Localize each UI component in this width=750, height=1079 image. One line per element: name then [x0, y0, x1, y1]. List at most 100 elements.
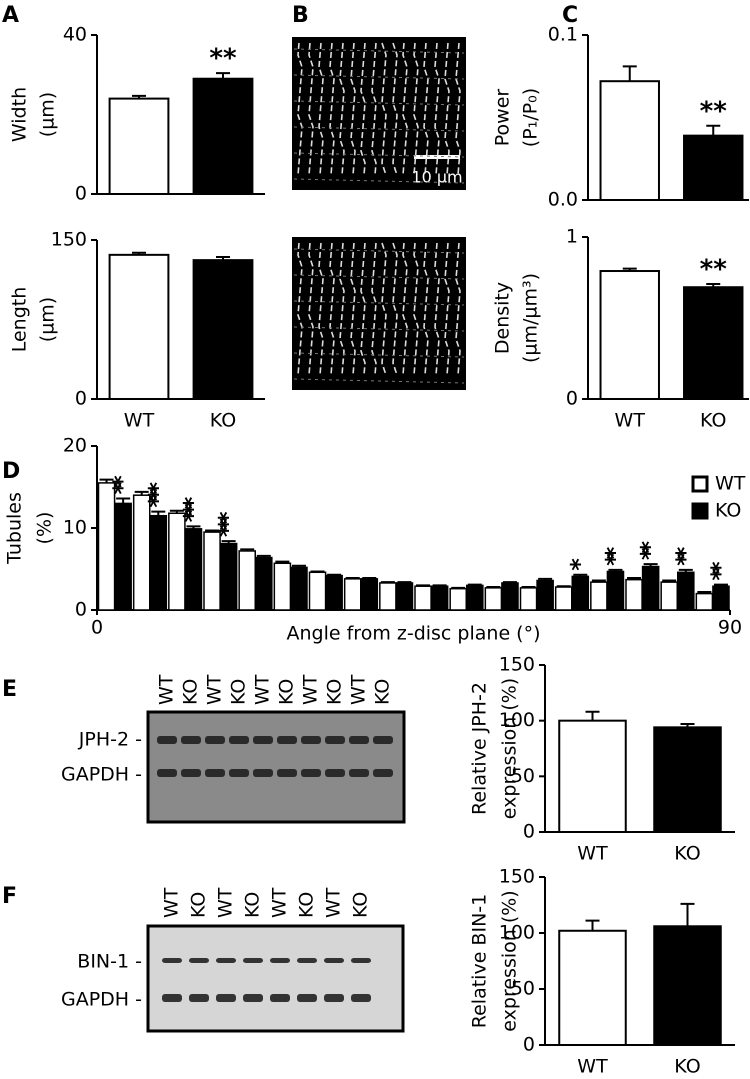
x-tick-label: KO [210, 410, 236, 432]
lane-label: KO [296, 892, 318, 918]
y-tick-label: 150 [51, 229, 87, 251]
bar [192, 259, 254, 401]
texture [392, 242, 398, 376]
significance: ** [700, 254, 728, 284]
y-axis-label: Length [9, 287, 31, 353]
texture [350, 42, 356, 176]
error-bar [345, 577, 360, 580]
significance: ** [636, 541, 664, 561]
bar [379, 582, 397, 611]
bar [606, 570, 625, 611]
band [181, 769, 201, 777]
bar [683, 286, 744, 400]
significance: ** [706, 561, 734, 581]
y-axis-label: Relative BIN-1 [469, 894, 491, 1028]
error-bar [291, 564, 306, 568]
error-bar [622, 65, 637, 82]
y-tick-label: 150 [499, 866, 535, 888]
error-bar [256, 554, 271, 558]
y-axis-label: (µm/µm³) [520, 273, 542, 363]
x-tick-label: WT [577, 1056, 608, 1078]
band [162, 994, 182, 1002]
significance: ** [671, 546, 699, 566]
texture [293, 100, 465, 106]
x-tick-label: WT [577, 843, 608, 865]
band [216, 994, 236, 1002]
bar [519, 587, 538, 611]
bar [558, 929, 627, 1047]
texture [318, 42, 324, 176]
band [349, 736, 369, 744]
legend-swatch [691, 475, 709, 493]
bar [343, 578, 362, 611]
y-tick-label: 50 [511, 765, 535, 787]
band [243, 994, 263, 1002]
bar [108, 253, 170, 400]
bar [360, 578, 379, 611]
error-bar [556, 585, 571, 588]
texture [413, 42, 419, 176]
texture [434, 42, 440, 176]
band [253, 736, 273, 744]
band [216, 958, 236, 963]
y-tick-label: 1 [566, 226, 578, 248]
y-axis-label: Density [492, 282, 514, 354]
texture [293, 300, 465, 306]
y-tick-label: 0 [75, 388, 87, 410]
band [373, 769, 393, 777]
bar [625, 578, 643, 611]
error-bar [538, 577, 553, 581]
error-bar [706, 282, 721, 288]
bar [97, 482, 116, 611]
error-bar [486, 586, 501, 589]
texture [402, 242, 408, 376]
lane-label: WT [269, 887, 291, 918]
y-tick-label: 0 [523, 1034, 535, 1056]
error-bar [706, 124, 721, 136]
band-label: GAPDH - [61, 764, 142, 786]
texture [318, 242, 324, 376]
bar [108, 97, 170, 195]
texture [444, 242, 450, 376]
y-tick-label: 100 [499, 922, 535, 944]
significance: ** [700, 96, 728, 126]
band [253, 769, 273, 777]
bar [430, 585, 449, 611]
error-bar [432, 584, 447, 587]
error-bar [585, 919, 600, 931]
legend-swatch [691, 502, 709, 520]
error-bar [240, 548, 255, 551]
scale-bar-label: 10 µm [411, 168, 462, 187]
y-axis-label: (P₁/P₀) [520, 88, 542, 147]
lane-label: KO [188, 892, 210, 918]
panel-label: C [562, 3, 578, 28]
y-axis-label: (µm) [37, 92, 59, 137]
bar [414, 585, 432, 611]
error-bar [467, 583, 482, 586]
band [351, 958, 371, 963]
texture [293, 378, 465, 384]
error-bar [310, 570, 325, 573]
lane-label: KO [350, 892, 372, 918]
error-bar [713, 583, 728, 587]
bar [290, 566, 308, 611]
legend-label: WT [715, 473, 746, 495]
error-bar [608, 568, 623, 572]
y-axis-label: expression (%) [499, 890, 521, 1031]
band [157, 769, 177, 777]
bar [590, 581, 608, 611]
texture [339, 242, 345, 376]
texture [339, 42, 345, 176]
bar [599, 80, 660, 201]
bar [449, 587, 467, 611]
lane-label: WT [323, 887, 345, 918]
band [205, 736, 225, 744]
texture [381, 42, 387, 176]
y-axis-label: Power [492, 89, 514, 147]
bar [149, 514, 168, 611]
blot [146, 924, 405, 1033]
bar [484, 587, 503, 611]
band [189, 994, 209, 1002]
bar [677, 571, 695, 611]
bar [536, 579, 554, 611]
